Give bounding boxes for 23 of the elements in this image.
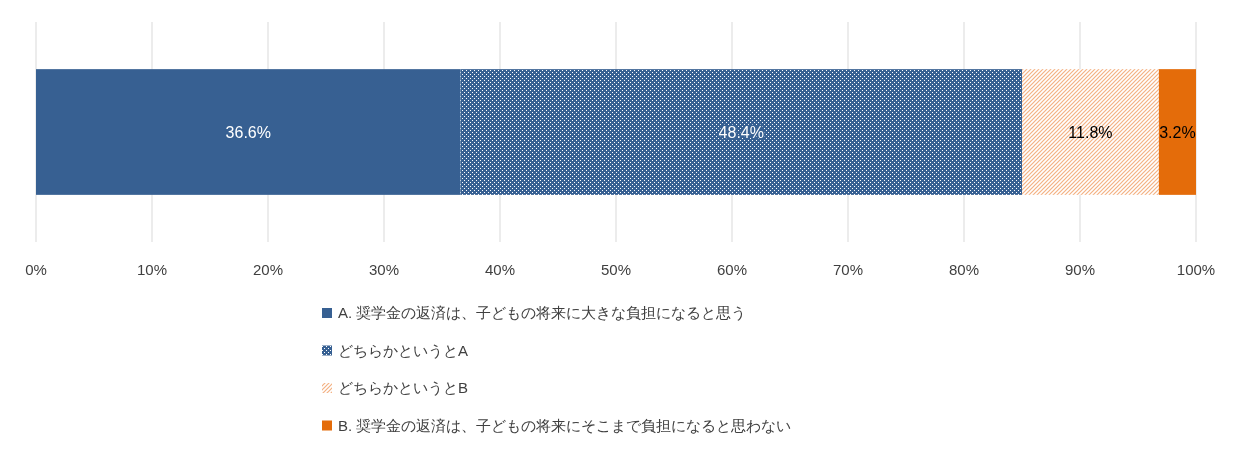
x-tick-label: 0% [25,261,47,279]
bar [36,69,461,195]
data-label: 36.6% [225,123,271,141]
legend-label: どちらかというとB [338,379,469,397]
x-tick-label: 60% [716,261,748,279]
x-tick-label: 20% [252,261,284,279]
data-label: 11.8% [1068,123,1113,141]
x-tick-label: 30% [368,261,400,279]
legend-label: A. 奨学金の返済は、子どもの将来に大きな負担になると思う [338,304,747,322]
legend-label: B. 奨学金の返済は、子どもの将来にそこまで負担になると思わない [338,416,792,434]
x-tick-label: 10% [136,261,168,279]
x-tick-label: 70% [832,261,864,279]
legend-label: どちらかというとA [338,341,469,359]
x-tick-label: 80% [948,261,980,279]
data-label: 48.4% [718,123,764,141]
data-label: 3.2% [1159,123,1196,141]
x-tick-label: 100% [1176,261,1216,279]
x-tick-label: 90% [1064,261,1096,279]
x-tick-label: 40% [484,261,516,279]
bar [1158,69,1196,195]
bar [1022,69,1159,195]
bar [460,69,1022,195]
x-tick-label: 50% [600,261,632,279]
